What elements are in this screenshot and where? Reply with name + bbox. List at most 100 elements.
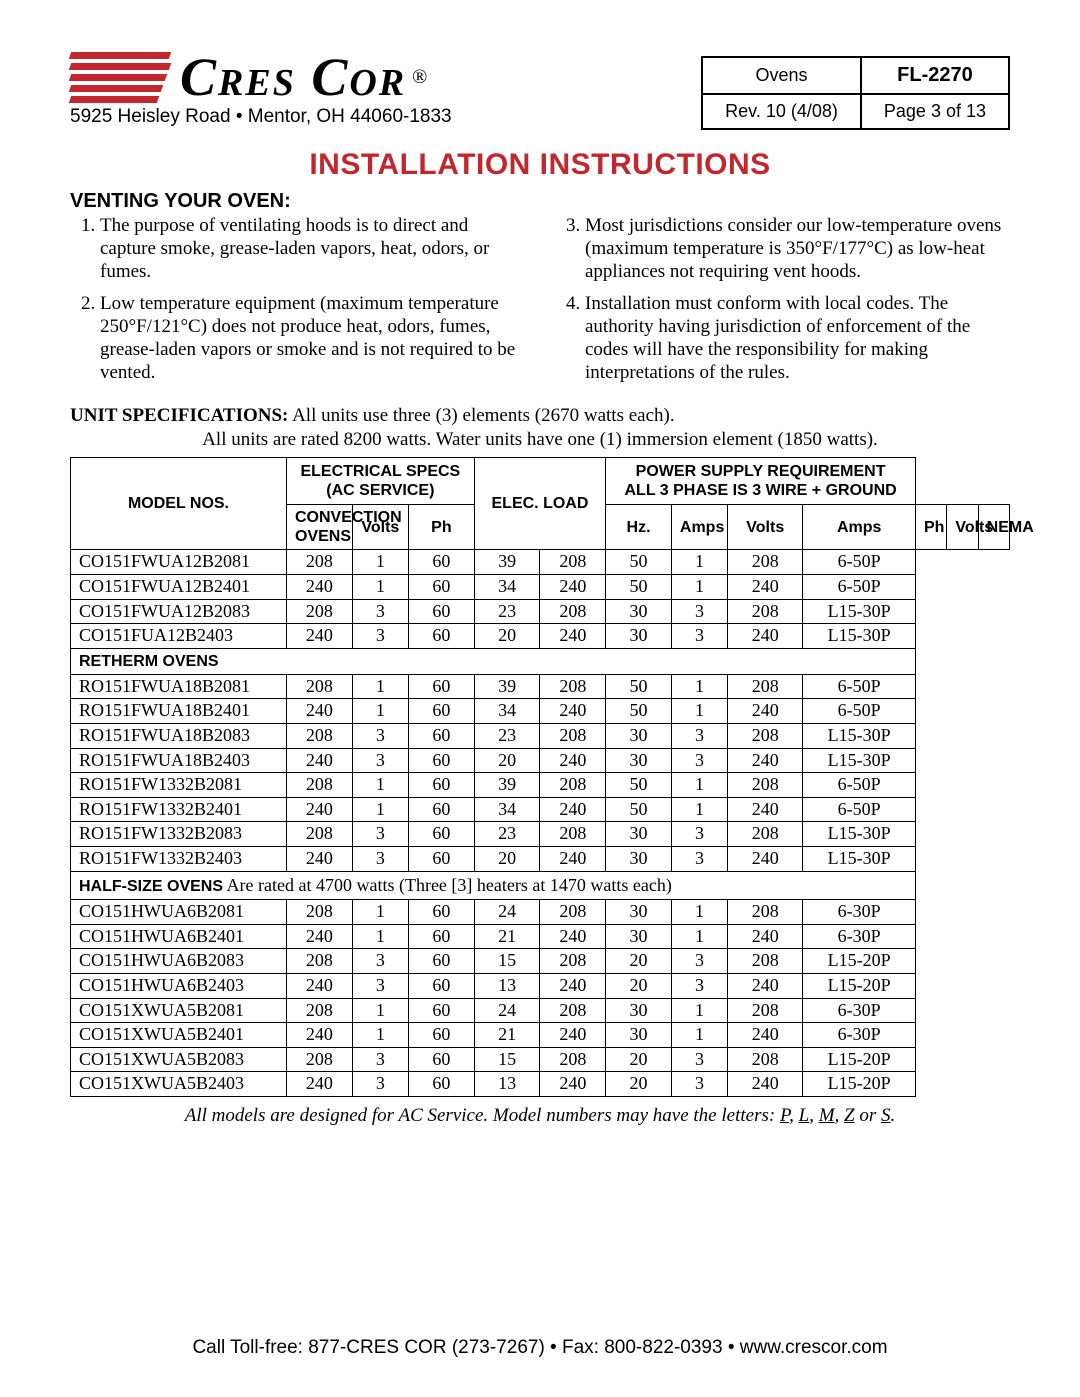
doc-page: Page 3 of 13	[861, 94, 1009, 129]
cell-ph: 1	[671, 924, 727, 949]
cell-volts: 240	[540, 1072, 606, 1097]
cell-ph: 3	[352, 974, 408, 999]
cell-volts: 240	[728, 974, 803, 999]
cell-hz: 60	[409, 773, 475, 798]
cell-hz: 60	[409, 748, 475, 773]
cell-volts: 240	[286, 624, 352, 649]
venting-item-2: Low temperature equipment (maximum tempe…	[100, 293, 525, 384]
cell-ph: 3	[352, 847, 408, 872]
cell-volts: 208	[540, 773, 606, 798]
doc-info-box: Ovens FL-2270 Rev. 10 (4/08) Page 3 of 1…	[701, 56, 1010, 130]
cell-ph: 1	[671, 797, 727, 822]
cell-hz: 60	[409, 624, 475, 649]
unit-spec-text: All units use three (3) elements (2670 w…	[288, 405, 674, 426]
cell-volts: 208	[286, 998, 352, 1023]
table-row: CO151HWUA6B2401240160212403012406-30P	[71, 924, 1010, 949]
table-row: RO151FWUA18B208320836023208303208L15-30P	[71, 724, 1010, 749]
cell-model: CO151FUA12B2403	[71, 624, 287, 649]
cell-volts: 208	[286, 550, 352, 575]
cell-nema: 6-50P	[803, 699, 916, 724]
cell-hz: 60	[409, 924, 475, 949]
cell-ph: 3	[352, 624, 408, 649]
cell-volts: 240	[540, 1023, 606, 1048]
cell-volts: 208	[286, 724, 352, 749]
cell-volts: 208	[728, 773, 803, 798]
cell-volts: 208	[540, 724, 606, 749]
cell-amps: 20	[606, 949, 672, 974]
cell-volts: 208	[540, 1047, 606, 1072]
cell-volts: 240	[728, 797, 803, 822]
table-row: RO151FW1332B208320836023208303208L15-30P	[71, 822, 1010, 847]
cell-model: RO151FW1332B2083	[71, 822, 287, 847]
cell-nema: 6-50P	[803, 797, 916, 822]
cell-hz: 60	[409, 998, 475, 1023]
table-footnote: All models are designed for AC Service. …	[70, 1105, 1010, 1127]
table-row: CO151XWUA5B2081208160242083012086-30P	[71, 998, 1010, 1023]
cell-nema: L15-30P	[803, 822, 916, 847]
cell-amps: 23	[474, 724, 540, 749]
cell-nema: 6-30P	[803, 924, 916, 949]
company-address: 5925 Heisley Road • Mentor, OH 44060-183…	[70, 106, 452, 128]
cell-ph: 1	[671, 773, 727, 798]
cell-ph: 1	[352, 550, 408, 575]
cell-volts: 208	[286, 1047, 352, 1072]
cell-volts: 240	[728, 924, 803, 949]
cell-amps: 50	[606, 699, 672, 724]
table-row: RO151FW1332B240324036020240303240L15-30P	[71, 847, 1010, 872]
cell-hz: 60	[409, 674, 475, 699]
cell-model: CO151XWUA5B2403	[71, 1072, 287, 1097]
cell-hz: 60	[409, 1023, 475, 1048]
cell-ph: 1	[671, 1023, 727, 1048]
cell-model: RO151FW1332B2081	[71, 773, 287, 798]
cell-model: RO151FW1332B2401	[71, 797, 287, 822]
table-row: CO151FWUA12B208320836023208303208L15-30P	[71, 599, 1010, 624]
table-row: CO151FWUA12B2401240160342405012406-50P	[71, 574, 1010, 599]
cell-amps: 20	[474, 847, 540, 872]
cell-amps: 15	[474, 949, 540, 974]
cell-ph: 3	[352, 1072, 408, 1097]
cell-hz: 60	[409, 900, 475, 925]
cell-amps: 50	[606, 674, 672, 699]
cell-hz: 60	[409, 574, 475, 599]
cell-ph: 1	[671, 699, 727, 724]
col-model: MODEL NOS.	[71, 457, 287, 550]
cell-model: CO151HWUA6B2083	[71, 949, 287, 974]
cell-nema: 6-30P	[803, 900, 916, 925]
cell-nema: 6-50P	[803, 773, 916, 798]
table-row: RO151FWUA18B240324036020240303240L15-30P	[71, 748, 1010, 773]
cell-nema: L15-20P	[803, 949, 916, 974]
venting-item-4: Installation must conform with local cod…	[585, 293, 1010, 384]
cell-ph: 3	[352, 724, 408, 749]
cell-volts: 240	[286, 574, 352, 599]
cell-volts: 240	[286, 924, 352, 949]
cell-volts: 240	[286, 748, 352, 773]
table-row: CO151HWUA6B208320836015208203208L15-20P	[71, 949, 1010, 974]
section-convection: CONVECTION OVENS	[286, 504, 352, 549]
cell-volts: 240	[286, 797, 352, 822]
cell-amps: 20	[474, 624, 540, 649]
cell-nema: L15-30P	[803, 624, 916, 649]
brand-name: Cres Cor	[180, 50, 406, 104]
cell-volts: 240	[728, 748, 803, 773]
cell-volts: 240	[540, 974, 606, 999]
cell-hz: 60	[409, 822, 475, 847]
cell-volts: 208	[540, 949, 606, 974]
cell-amps: 50	[606, 574, 672, 599]
cell-amps: 30	[606, 847, 672, 872]
cell-volts: 208	[286, 822, 352, 847]
cell-ph: 1	[352, 699, 408, 724]
table-row: RO151FW1332B2401240160342405012406-50P	[71, 797, 1010, 822]
cell-nema: L15-20P	[803, 1047, 916, 1072]
venting-item-1: The purpose of ventilating hoods is to d…	[100, 215, 525, 283]
cell-model: RO151FWUA18B2083	[71, 724, 287, 749]
cell-amps: 24	[474, 900, 540, 925]
cell-amps: 23	[474, 599, 540, 624]
cell-volts: 240	[540, 924, 606, 949]
cell-hz: 60	[409, 847, 475, 872]
cell-ph: 1	[352, 797, 408, 822]
cell-nema: L15-20P	[803, 1072, 916, 1097]
cell-amps: 30	[606, 998, 672, 1023]
cell-ph: 1	[352, 674, 408, 699]
cell-amps: 30	[606, 822, 672, 847]
cell-ph: 3	[352, 748, 408, 773]
